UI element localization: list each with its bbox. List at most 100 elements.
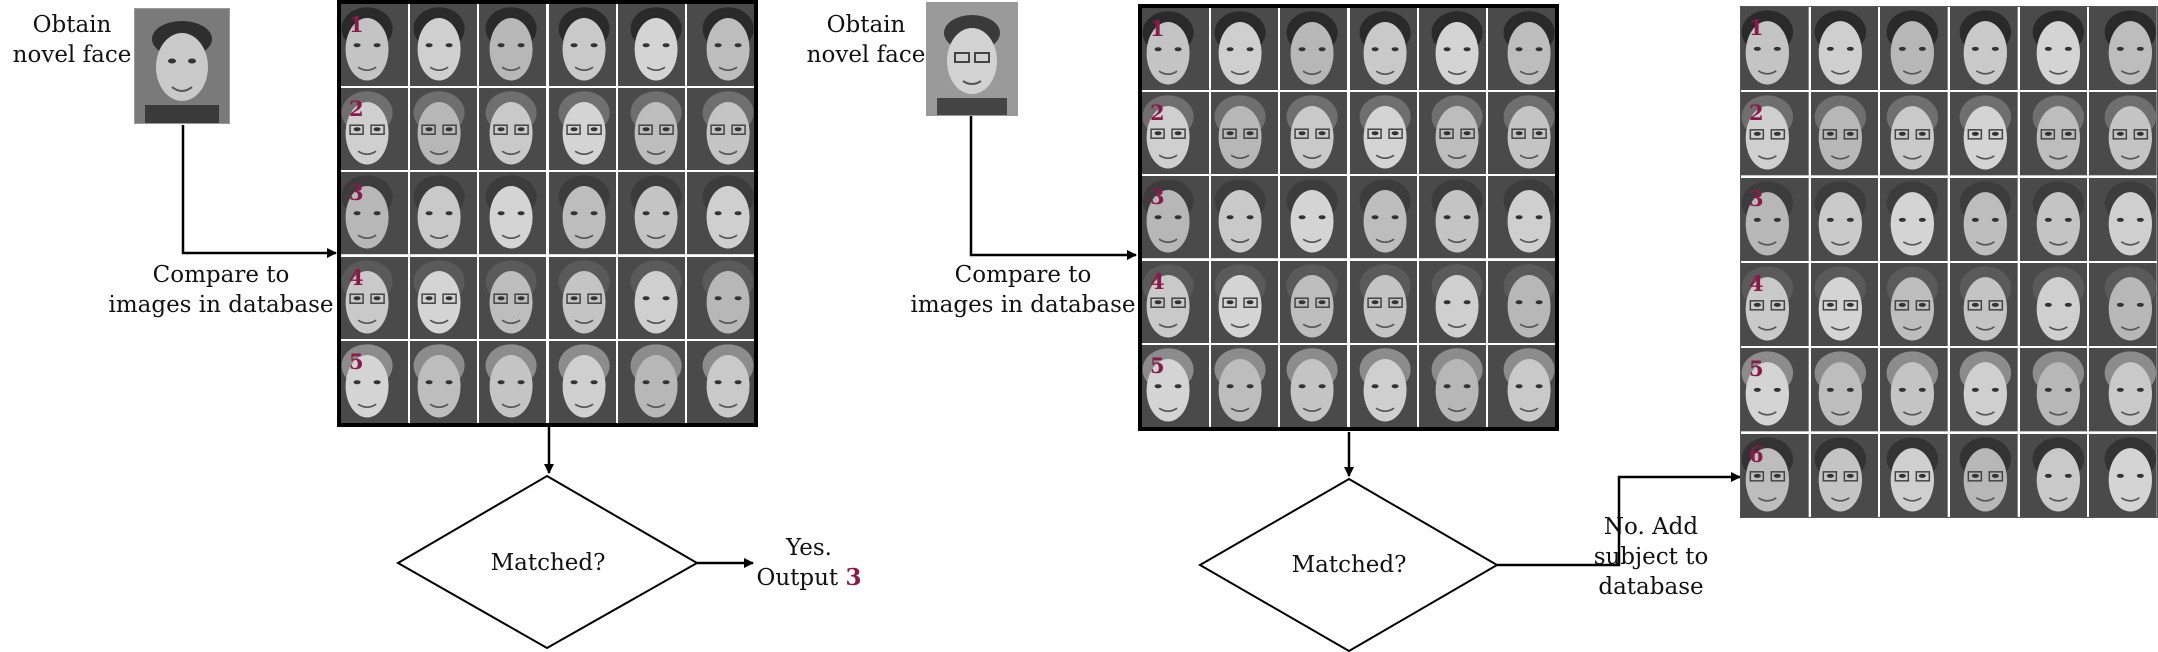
face-thumbnail [2089,348,2157,432]
row-number: 3 [349,180,364,206]
face-icon [1950,92,2018,176]
face-icon [410,172,478,255]
face-thumbnail [1280,92,1348,175]
face-thumbnail [1142,8,1210,91]
face-icon [1349,260,1417,343]
decision-diamond-left [395,474,700,650]
face-thumbnail [1950,92,2018,176]
face-icon [2019,263,2088,347]
obtain-novel-face-label-right: Obtain novel face [804,10,928,70]
result-line-1: No. Add [1603,514,1699,540]
face-icon [617,256,685,339]
face-thumbnail [1741,263,1809,347]
face-thumbnail [1142,344,1210,427]
row-number: 2 [1150,100,1165,126]
face-thumbnail [341,172,409,255]
face-icon [1487,92,1555,175]
face-thumbnail [1487,92,1555,175]
face-icon [1211,92,1279,175]
face-icon [1810,177,1879,261]
face-thumbnail [341,4,409,87]
face-icon [135,9,229,123]
face-icon [617,4,685,87]
face-thumbnail [617,340,685,423]
arrow-novel-to-database-right [969,115,1137,260]
face-icon [1418,176,1486,259]
face-thumbnail [1950,7,2018,91]
face-thumbnail [2089,7,2157,91]
face-icon [686,256,754,339]
arrow-decision-to-updated-database [1497,472,1741,567]
face-thumbnail [617,88,685,171]
obtain-line-2: novel face [806,42,926,68]
row-number: 2 [349,96,364,122]
face-icon [410,256,478,339]
face-icon [1349,8,1417,91]
face-icon [2019,7,2088,91]
face-icon [1880,348,1948,432]
face-icon [548,256,616,339]
face-thumbnail [1880,92,1948,176]
face-icon [1211,344,1279,427]
face-thumbnail [548,4,616,87]
face-thumbnail [548,172,616,255]
face-thumbnail [410,256,478,339]
face-icon [341,256,409,339]
output-text: Output [756,565,839,591]
row-number: 5 [1150,352,1165,378]
face-icon [479,4,547,87]
face-thumbnail [1741,92,1809,176]
face-icon [2089,263,2157,347]
face-thumbnail [479,256,547,339]
face-thumbnail [617,172,685,255]
face-icon [1280,92,1348,175]
face-thumbnail [1950,433,2018,517]
face-thumbnail [341,340,409,423]
face-icon [2089,7,2157,91]
face-icon [1280,344,1348,427]
face-icon [1280,176,1348,259]
face-icon [1280,260,1348,343]
face-thumbnail [2089,177,2157,261]
face-icon [1211,260,1279,343]
face-thumbnail [2089,263,2157,347]
face-icon [1349,344,1417,427]
face-icon [2089,92,2157,176]
obtain-line-1: Obtain [826,12,906,38]
face-icon [686,172,754,255]
face-thumbnail [1487,344,1555,427]
face-thumbnail [686,256,754,339]
face-icon [1211,8,1279,91]
row-number: 3 [1749,185,1764,211]
face-icon [617,340,685,423]
face-icon [341,88,409,171]
face-database-grid-left: 1 [337,0,758,427]
face-thumbnail [1880,433,1948,517]
face-thumbnail [1211,8,1279,91]
compare-label-left: Compare to images in database [108,260,334,320]
face-icon [2019,348,2088,432]
face-thumbnail [548,88,616,171]
face-icon [686,4,754,87]
face-icon [1487,344,1555,427]
face-thumbnail [1880,263,1948,347]
face-icon [1880,263,1948,347]
face-thumbnail [2089,433,2157,517]
face-icon [1810,92,1879,176]
face-icon [2089,177,2157,261]
decision-label-left: Matched? [490,550,606,576]
result-label-left: Yes. Output 3 [746,533,872,593]
face-thumbnail [1211,260,1279,343]
face-thumbnail [2019,7,2088,91]
face-icon [686,340,754,423]
face-icon [1418,8,1486,91]
face-thumbnail [2019,263,2088,347]
compare-line-1: Compare to [954,262,1092,288]
face-thumbnail [2019,433,2088,517]
face-icon [1810,263,1879,347]
result-label-right: No. Add subject to database [1576,512,1726,602]
face-icon [1741,177,1809,261]
face-thumbnail [410,88,478,171]
face-thumbnail [1741,177,1809,261]
face-thumbnail [341,88,409,171]
